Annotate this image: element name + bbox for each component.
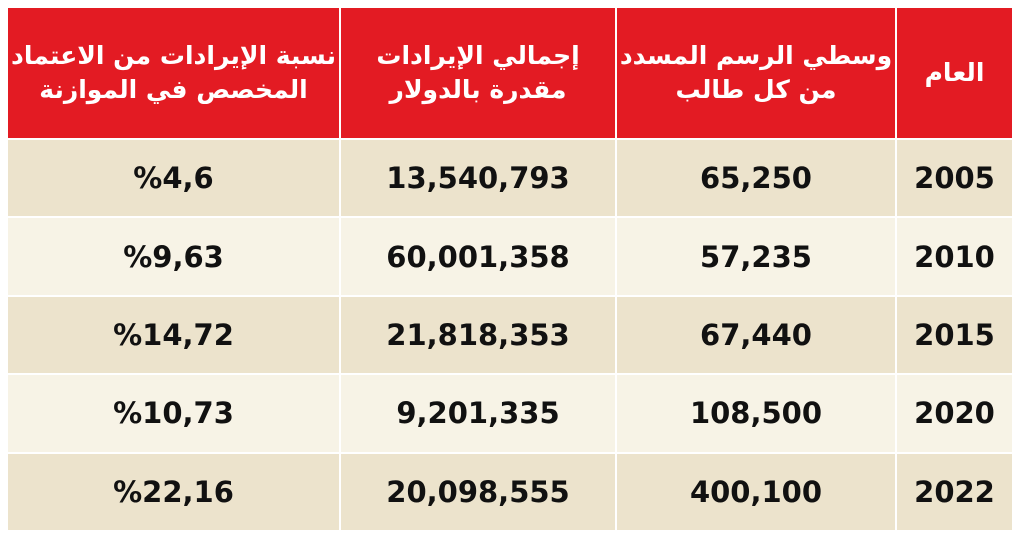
cell-text: %9,63 <box>123 239 224 274</box>
table-cell: 2015 <box>897 296 1012 374</box>
table-cell: %10,73 <box>8 375 339 452</box>
cell-text: 9,201,335 <box>396 396 560 431</box>
table-cell: 13,540,793 <box>341 140 615 217</box>
header-text: من كل طالب <box>675 75 837 104</box>
cell-text: 60,001,358 <box>386 239 570 274</box>
header-cell: نسبة الإيرادات من الاعتماد المخصص في المو… <box>8 8 339 138</box>
table-cell: 60,001,358 <box>341 218 615 295</box>
table-cell: 57,235 <box>617 218 895 295</box>
table-cell: %4,6 <box>8 140 339 217</box>
header-text: نسبة الإيرادات من الاعتماد <box>11 41 336 70</box>
cell-text: 2020 <box>914 396 995 431</box>
table-cell: 400,100 <box>617 453 895 530</box>
cell-text: 21,818,353 <box>386 317 570 352</box>
header-cell: إجمالي الإيرادات مقدرة بالدولار <box>341 8 615 138</box>
header-text: وسطي الرسم المسدد <box>619 41 893 70</box>
data-table: العام وسطي الرسم المسدد من كل طالب إجمالي ا… <box>8 8 1012 530</box>
cell-text: 2022 <box>914 474 995 509</box>
cell-text: %14,72 <box>113 317 234 352</box>
table-cell: 2022 <box>897 453 1012 530</box>
cell-text: 65,250 <box>700 161 812 196</box>
cell-text: 108,500 <box>689 396 823 431</box>
header-text: العام <box>924 58 985 87</box>
cell-text: 20,098,555 <box>386 474 570 509</box>
table-cell: 65,250 <box>617 140 895 217</box>
table-cell: 9,201,335 <box>341 375 615 452</box>
header-text: مقدرة بالدولار <box>389 75 567 104</box>
cell-text: 2005 <box>914 161 995 196</box>
table-cell: 2020 <box>897 375 1012 452</box>
table-cell: 2005 <box>897 140 1012 217</box>
header-text: المخصص في الموازنة <box>39 75 308 104</box>
header-cell: وسطي الرسم المسدد من كل طالب <box>617 8 895 138</box>
table-cell: 67,440 <box>617 296 895 374</box>
table-cell: %22,16 <box>8 453 339 530</box>
cell-text: %22,16 <box>113 474 234 509</box>
cell-text: 2015 <box>914 317 995 352</box>
cell-text: %4,6 <box>133 161 214 196</box>
table-cell: %9,63 <box>8 218 339 295</box>
cell-text: %10,73 <box>113 396 234 431</box>
table-cell: %14,72 <box>8 296 339 374</box>
cell-text: 57,235 <box>700 239 812 274</box>
table-cell: 21,818,353 <box>341 296 615 374</box>
table-cell: 108,500 <box>617 375 895 452</box>
cell-text: 2010 <box>914 239 995 274</box>
cell-text: 67,440 <box>700 317 812 352</box>
header-cell: العام <box>897 8 1012 138</box>
cell-text: 13,540,793 <box>386 161 570 196</box>
table-cell: 2010 <box>897 218 1012 295</box>
cell-text: 400,100 <box>689 474 823 509</box>
table-cell: 20,098,555 <box>341 453 615 530</box>
header-text: إجمالي الإيرادات <box>376 41 580 70</box>
